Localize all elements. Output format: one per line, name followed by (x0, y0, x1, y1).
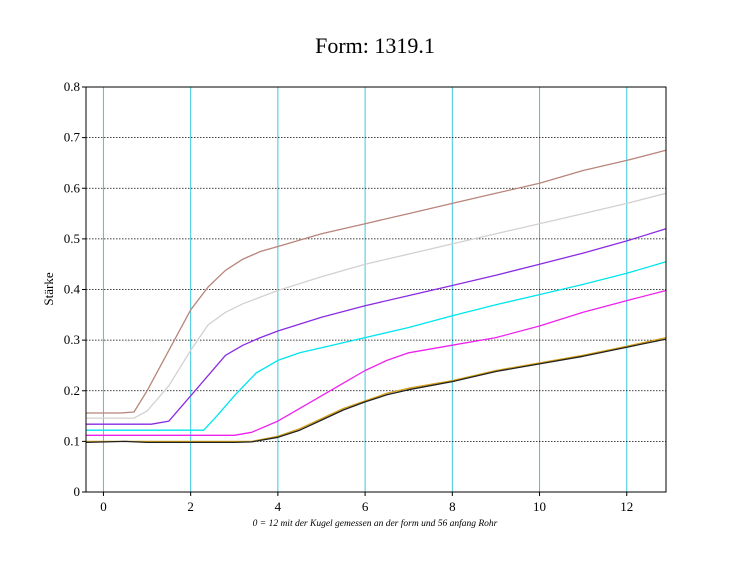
tick-labels: 0 0.1 0.2 0.3 0.4 0.5 0.6 0.7 0.8 0 2 4 6 8 10 12 (64, 79, 634, 514)
y-tick-label: 0.4 (64, 282, 81, 297)
chart-note: 0 = 12 mit der Kugel gemessen an der for… (253, 518, 498, 529)
x-tick-label: 0 (100, 499, 107, 514)
y-tick-label: 0.1 (64, 433, 80, 448)
y-tick-label: 0.6 (64, 180, 81, 195)
series-line-7 (85, 338, 667, 444)
x-tick-label: 10 (533, 499, 546, 514)
y-tick-label: 0.3 (64, 332, 80, 347)
x-tick-label: 12 (620, 499, 633, 514)
y-tick-label: 0 (74, 484, 81, 499)
y-tick-label: 0.7 (64, 130, 81, 145)
series-line-3 (86, 228, 667, 425)
x-tick-label: 8 (449, 499, 456, 514)
chart-title: Form: 1319.1 (315, 33, 435, 58)
series-line-2 (86, 192, 667, 419)
series-line-1 (86, 149, 667, 414)
x-tick-label: 4 (275, 499, 282, 514)
y-axis-label: Stärke (41, 272, 56, 305)
series-line-4 (86, 261, 667, 431)
x-tick-label: 2 (187, 499, 194, 514)
series-line-6 (86, 336, 667, 443)
y-tick-label: 0.2 (64, 383, 80, 398)
y-tick-label: 0.8 (64, 79, 80, 94)
series-line-5 (86, 289, 667, 436)
grid (86, 87, 666, 492)
x-tick-label: 6 (362, 499, 369, 514)
series-group (85, 149, 667, 444)
y-tick-label: 0.5 (64, 231, 80, 246)
